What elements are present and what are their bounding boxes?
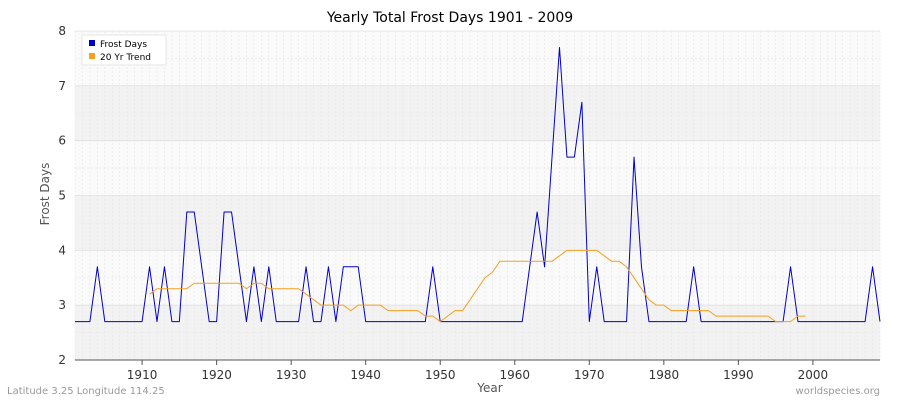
y-tick-label: 6 [58, 134, 66, 148]
x-tick-label: 1930 [276, 368, 307, 382]
y-axis-label: Frost Days [38, 163, 52, 226]
x-tick-label: 1920 [201, 368, 232, 382]
x-tick-label: 1980 [649, 368, 680, 382]
legend-label-frost-days: Frost Days [100, 40, 147, 50]
legend-box [81, 34, 167, 66]
x-tick-label: 1910 [127, 368, 158, 382]
x-tick-label: 1960 [499, 368, 530, 382]
y-tick-label: 8 [58, 24, 66, 38]
x-tick-label: 1970 [574, 368, 605, 382]
y-axis-ticks: 2 3 4 5 6 7 8 [58, 24, 66, 367]
y-tick-label: 7 [58, 79, 66, 93]
y-tick-label: 2 [58, 353, 66, 367]
y-tick-label: 3 [58, 298, 66, 312]
footer-coordinates: Latitude 3.25 Longitude 114.25 [7, 386, 165, 397]
x-axis-label: Year [476, 381, 502, 395]
series-layer [75, 46, 881, 323]
x-axis-ticks: 1910 1920 1930 1940 1950 1960 1970 1980 1990 2000 [127, 360, 828, 382]
x-tick-label: 2000 [798, 368, 829, 382]
y-tick-label: 5 [58, 189, 66, 203]
legend-swatch-20yr-trend [89, 53, 95, 59]
x-tick-label: 1950 [425, 368, 456, 382]
series-line-frost-days [75, 46, 881, 323]
legend-swatch-frost-days [89, 40, 95, 46]
legend: Frost Days 20 Yr Trend [81, 34, 167, 66]
legend-label-20yr-trend: 20 Yr Trend [100, 53, 151, 63]
chart-title: Yearly Total Frost Days 1901 - 2009 [326, 10, 573, 26]
footer-source: worldspecies.org [796, 386, 880, 397]
x-tick-label: 1990 [723, 368, 754, 382]
x-tick-label: 1940 [350, 368, 381, 382]
series-line-20-yr-trend [149, 249, 806, 323]
y-tick-label: 4 [58, 243, 66, 257]
